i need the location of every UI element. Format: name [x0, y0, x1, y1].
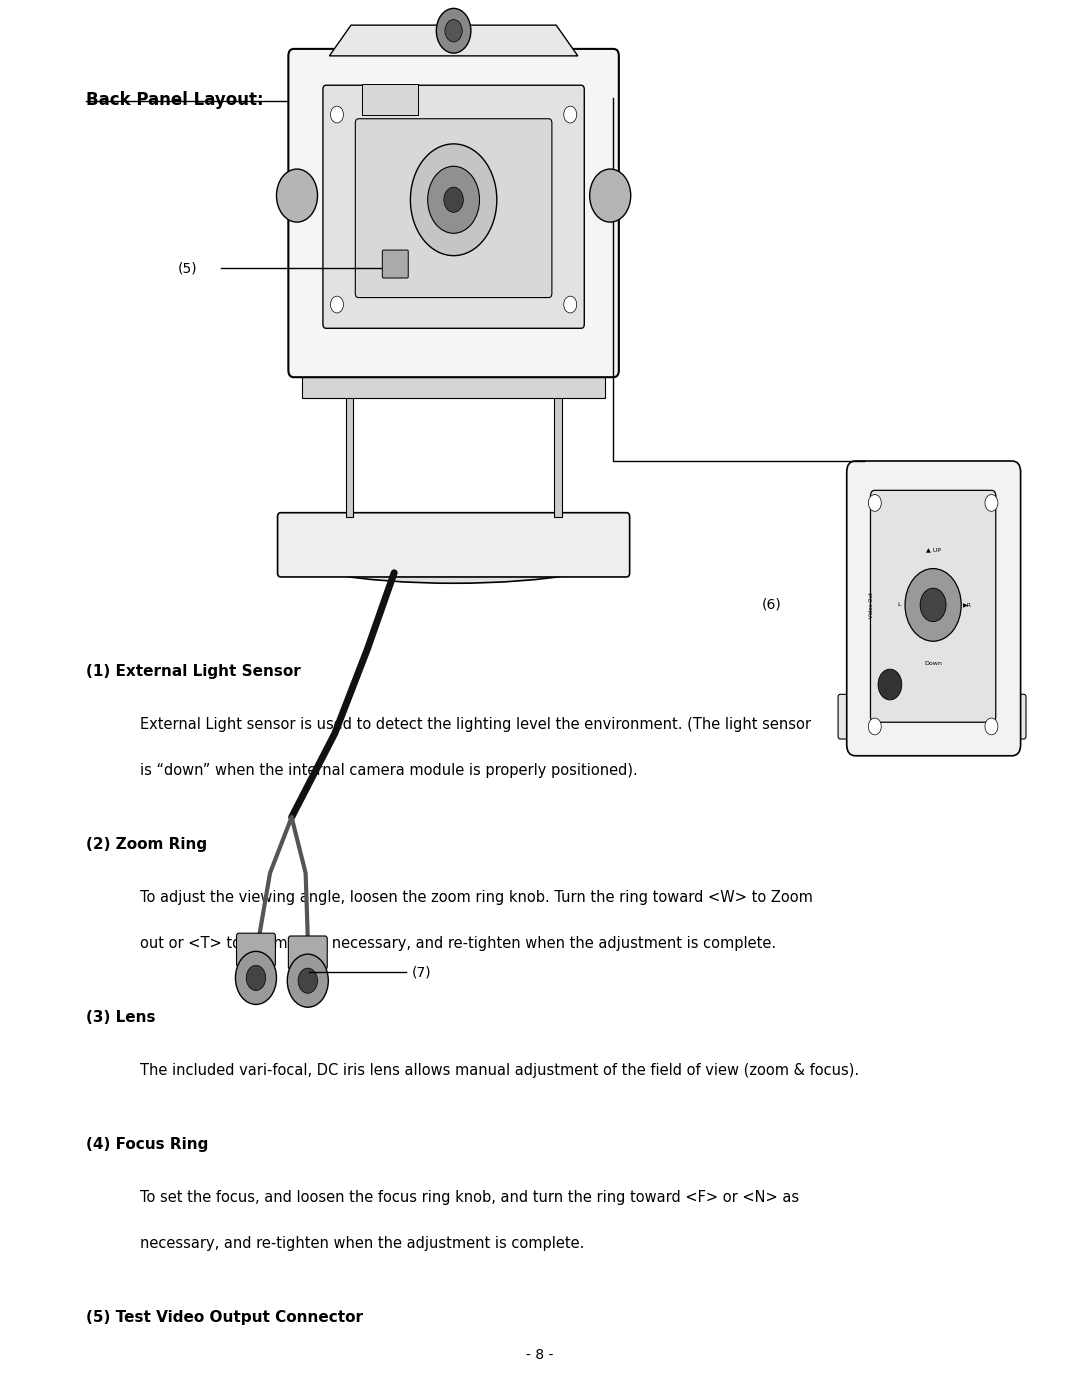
- Text: (7): (7): [411, 965, 431, 979]
- Circle shape: [410, 144, 497, 256]
- Circle shape: [246, 965, 266, 990]
- Ellipse shape: [281, 521, 626, 584]
- Text: External Light sensor is used to detect the lighting level the environment. (The: External Light sensor is used to detect …: [140, 717, 811, 732]
- FancyBboxPatch shape: [288, 936, 327, 970]
- FancyBboxPatch shape: [382, 250, 408, 278]
- Text: out or <T> to Zoom in as necessary, and re-tighten when the adjustment is comple: out or <T> to Zoom in as necessary, and …: [140, 936, 777, 951]
- Circle shape: [878, 669, 902, 700]
- Text: (3) Lens: (3) Lens: [86, 1010, 156, 1025]
- FancyBboxPatch shape: [355, 119, 552, 298]
- Circle shape: [235, 951, 276, 1004]
- Polygon shape: [329, 25, 578, 56]
- Text: (1) External Light Sensor: (1) External Light Sensor: [86, 664, 301, 679]
- Circle shape: [868, 718, 881, 735]
- FancyBboxPatch shape: [1004, 694, 1026, 739]
- Text: (6): (6): [761, 598, 781, 612]
- Circle shape: [905, 569, 961, 641]
- Circle shape: [868, 495, 881, 511]
- Circle shape: [287, 954, 328, 1007]
- Text: Down: Down: [924, 661, 942, 666]
- FancyBboxPatch shape: [237, 933, 275, 967]
- Circle shape: [276, 169, 318, 222]
- Text: ▲ UP: ▲ UP: [926, 546, 941, 552]
- Text: - 8 -: - 8 -: [526, 1348, 554, 1362]
- Circle shape: [298, 968, 318, 993]
- FancyBboxPatch shape: [847, 461, 1021, 756]
- FancyBboxPatch shape: [323, 85, 584, 328]
- Text: Video Out: Video Out: [869, 592, 875, 617]
- Circle shape: [590, 169, 631, 222]
- FancyBboxPatch shape: [870, 490, 996, 722]
- FancyBboxPatch shape: [278, 513, 630, 577]
- FancyBboxPatch shape: [362, 84, 418, 115]
- Circle shape: [564, 106, 577, 123]
- Text: necessary, and re-tighten when the adjustment is complete.: necessary, and re-tighten when the adjus…: [140, 1236, 584, 1252]
- Polygon shape: [302, 370, 605, 398]
- Circle shape: [985, 718, 998, 735]
- FancyBboxPatch shape: [838, 694, 860, 739]
- Text: Back Panel Layout:: Back Panel Layout:: [86, 91, 264, 109]
- Text: (5) Test Video Output Connector: (5) Test Video Output Connector: [86, 1310, 363, 1326]
- Text: L: L: [897, 602, 901, 608]
- Polygon shape: [346, 363, 353, 517]
- Circle shape: [436, 8, 471, 53]
- Circle shape: [428, 166, 480, 233]
- Circle shape: [445, 20, 462, 42]
- Text: (5): (5): [178, 261, 198, 275]
- Text: is “down” when the internal camera module is properly positioned).: is “down” when the internal camera modul…: [140, 763, 638, 778]
- Polygon shape: [554, 363, 562, 517]
- Circle shape: [985, 495, 998, 511]
- Circle shape: [564, 296, 577, 313]
- FancyBboxPatch shape: [288, 49, 619, 377]
- Text: (2) Zoom Ring: (2) Zoom Ring: [86, 837, 207, 852]
- Circle shape: [444, 187, 463, 212]
- Text: To adjust the viewing angle, loosen the zoom ring knob. Turn the ring toward <W>: To adjust the viewing angle, loosen the …: [140, 890, 813, 905]
- Text: ▶R: ▶R: [963, 602, 972, 608]
- Circle shape: [330, 296, 343, 313]
- Circle shape: [920, 588, 946, 622]
- Text: The included vari-focal, DC iris lens allows manual adjustment of the field of v: The included vari-focal, DC iris lens al…: [140, 1063, 860, 1078]
- Text: (4) Focus Ring: (4) Focus Ring: [86, 1137, 208, 1153]
- Text: To set the focus, and loosen the focus ring knob, and turn the ring toward <F> o: To set the focus, and loosen the focus r…: [140, 1190, 799, 1206]
- Circle shape: [330, 106, 343, 123]
